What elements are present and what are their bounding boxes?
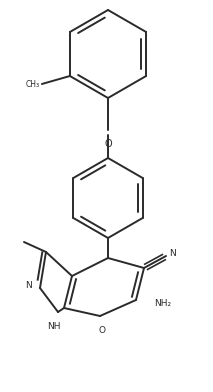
Text: NH: NH bbox=[47, 322, 61, 331]
Text: O: O bbox=[98, 326, 105, 335]
Text: N: N bbox=[25, 281, 32, 290]
Text: CH₃: CH₃ bbox=[26, 80, 40, 89]
Text: NH₂: NH₂ bbox=[154, 299, 171, 309]
Text: N: N bbox=[169, 249, 176, 258]
Text: O: O bbox=[104, 139, 112, 149]
